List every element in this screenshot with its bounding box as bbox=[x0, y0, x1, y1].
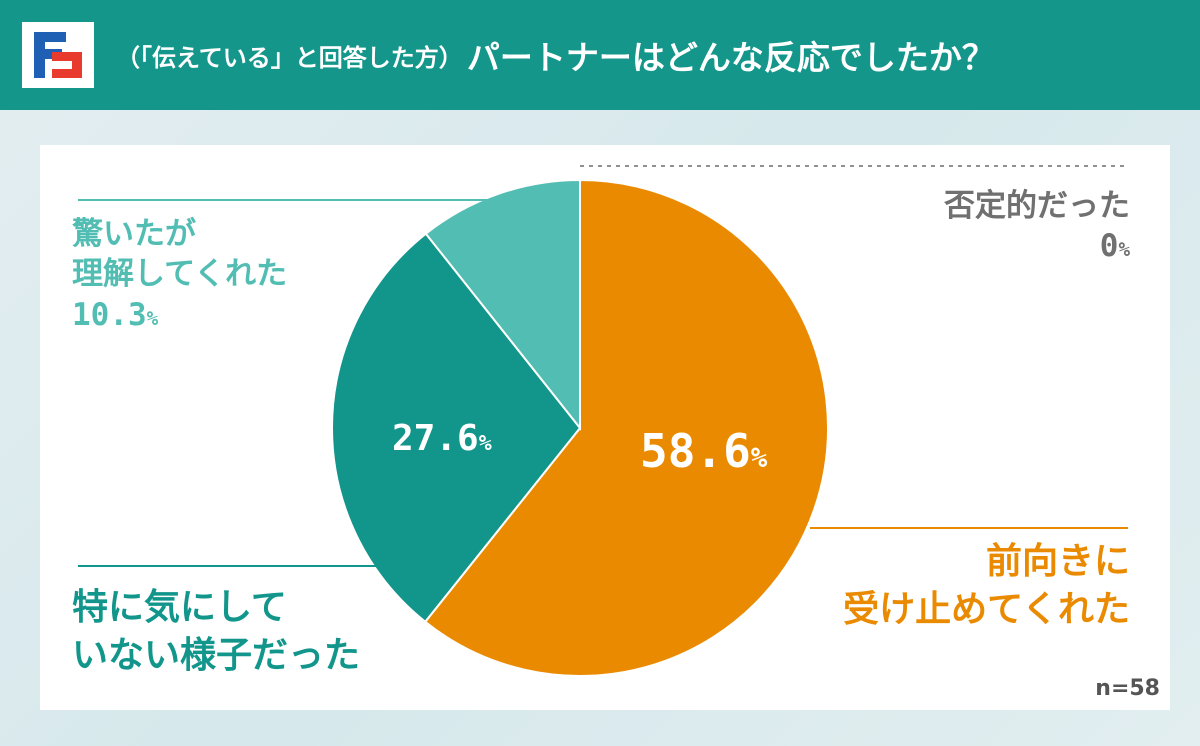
label-not-care-line1: 特に気にして bbox=[72, 587, 287, 628]
pie-slice-not-care bbox=[330, 232, 582, 624]
leader-lines bbox=[78, 165, 1128, 567]
percent-sign: % bbox=[478, 431, 492, 456]
negative-value: 0 bbox=[1099, 228, 1119, 265]
pie-slice-surprised bbox=[424, 178, 581, 431]
title-prefix: （「伝えている」と回答した方） bbox=[116, 43, 463, 72]
label-surprised-percent: 10.3% bbox=[72, 295, 287, 335]
label-positive: 前向きに 受け止めてくれた bbox=[843, 538, 1130, 633]
title-main: パートナーはどんな反応でしたか？ bbox=[466, 38, 995, 77]
not-care-value: 27.6 bbox=[392, 418, 479, 459]
slice-label-not-care: 27.6% bbox=[392, 418, 492, 459]
page-title: （「伝えている」と回答した方） パートナーはどんな反応でしたか？ bbox=[116, 0, 1186, 110]
brand-logo-icon bbox=[22, 22, 94, 88]
percent-sign: % bbox=[1118, 238, 1130, 262]
pie-slices bbox=[330, 178, 829, 677]
label-positive-line1: 前向きに bbox=[985, 541, 1130, 582]
pie-slice-positive bbox=[423, 178, 829, 677]
label-positive-line2: 受け止めてくれた bbox=[843, 588, 1130, 630]
sample-size: n=58 bbox=[1095, 676, 1160, 701]
slice-label-positive: 58.6% bbox=[640, 424, 767, 478]
label-negative-line1: 否定的だった bbox=[944, 188, 1130, 224]
header-bar: （「伝えている」と回答した方） パートナーはどんな反応でしたか？ bbox=[0, 0, 1200, 110]
percent-sign: % bbox=[750, 441, 768, 474]
surprised-value: 10.3 bbox=[72, 296, 147, 333]
label-negative: 否定的だった 0% bbox=[944, 186, 1130, 267]
percent-sign: % bbox=[146, 306, 159, 330]
label-surprised-line1: 驚いたが bbox=[72, 216, 196, 252]
label-not-care-line2: いない様子だった bbox=[72, 634, 361, 676]
label-surprised: 驚いたが 理解してくれた 10.3% bbox=[72, 214, 287, 335]
label-not-care: 特に気にして いない様子だった bbox=[72, 584, 360, 679]
label-negative-percent: 0% bbox=[944, 226, 1130, 266]
label-surprised-line2: 理解してくれた bbox=[72, 256, 288, 293]
positive-value: 58.6 bbox=[640, 424, 751, 478]
